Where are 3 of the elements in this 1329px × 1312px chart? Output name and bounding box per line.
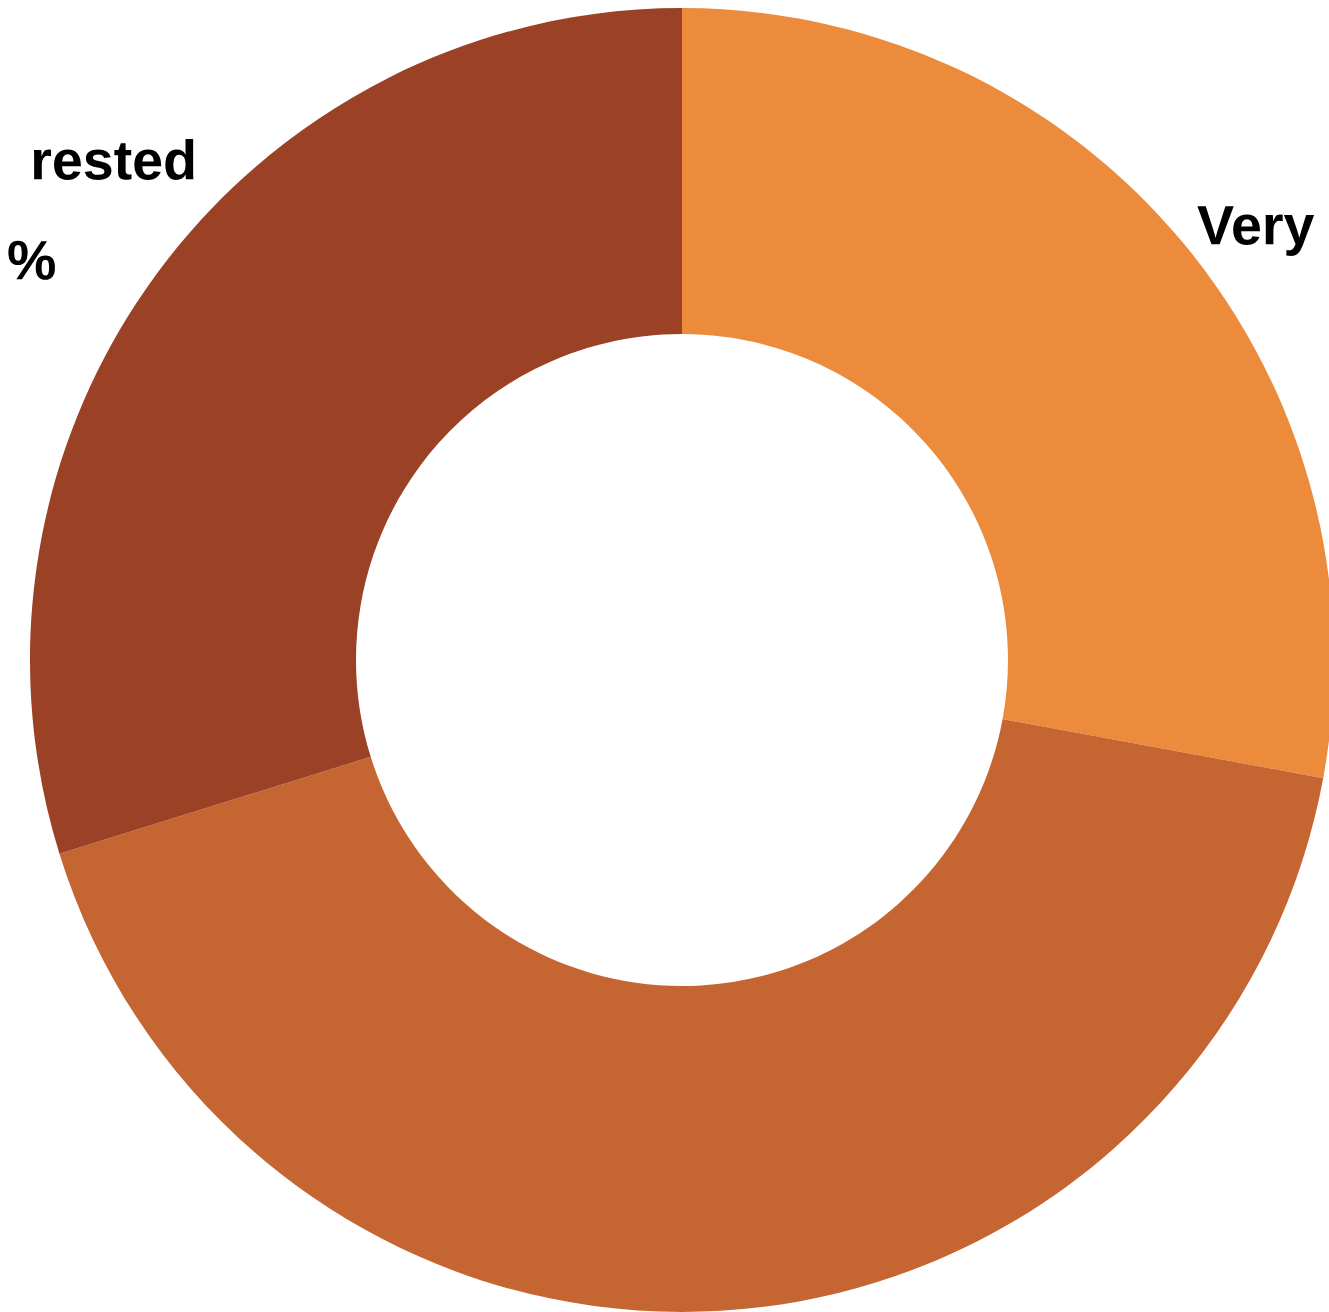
slice-label: Very <box>1197 206 1315 256</box>
slice-label: rested <box>33 139 194 180</box>
data-label: % <box>8 240 55 280</box>
